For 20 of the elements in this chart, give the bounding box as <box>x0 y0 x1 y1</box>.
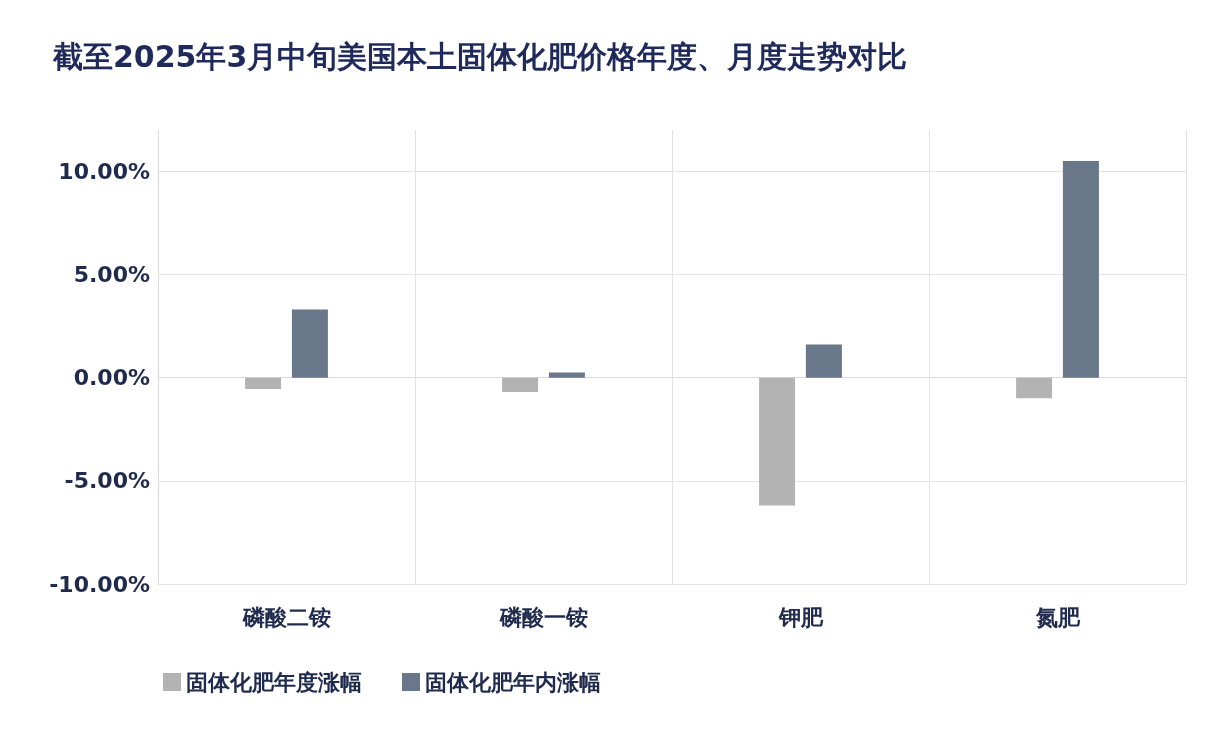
x-tick-label: 钾肥 <box>777 604 824 630</box>
bar <box>245 377 282 389</box>
bar <box>291 309 328 378</box>
bar <box>548 372 585 378</box>
bar <box>502 377 539 393</box>
x-tick-label: 氮肥 <box>1034 604 1081 630</box>
y-tick-label: 0.00% <box>73 365 150 391</box>
bar <box>759 377 796 506</box>
chart-title: 截至2025年3月中旬美国本土固体化肥价格年度、月度走势对比 <box>52 38 908 74</box>
legend-label: 固体化肥年度涨幅 <box>186 669 362 695</box>
x-tick-label: 磷酸二铵 <box>241 604 331 630</box>
legend-label: 固体化肥年内涨幅 <box>425 669 601 695</box>
x-tick-label: 磷酸一铵 <box>498 604 588 630</box>
y-tick-label: -5.00% <box>64 468 150 494</box>
bar <box>805 344 842 378</box>
bar <box>1062 160 1099 378</box>
bar <box>1016 377 1053 399</box>
y-tick-label: 10.00% <box>58 158 150 184</box>
y-tick-label: -10.00% <box>49 571 150 597</box>
y-tick-label: 5.00% <box>73 261 150 287</box>
